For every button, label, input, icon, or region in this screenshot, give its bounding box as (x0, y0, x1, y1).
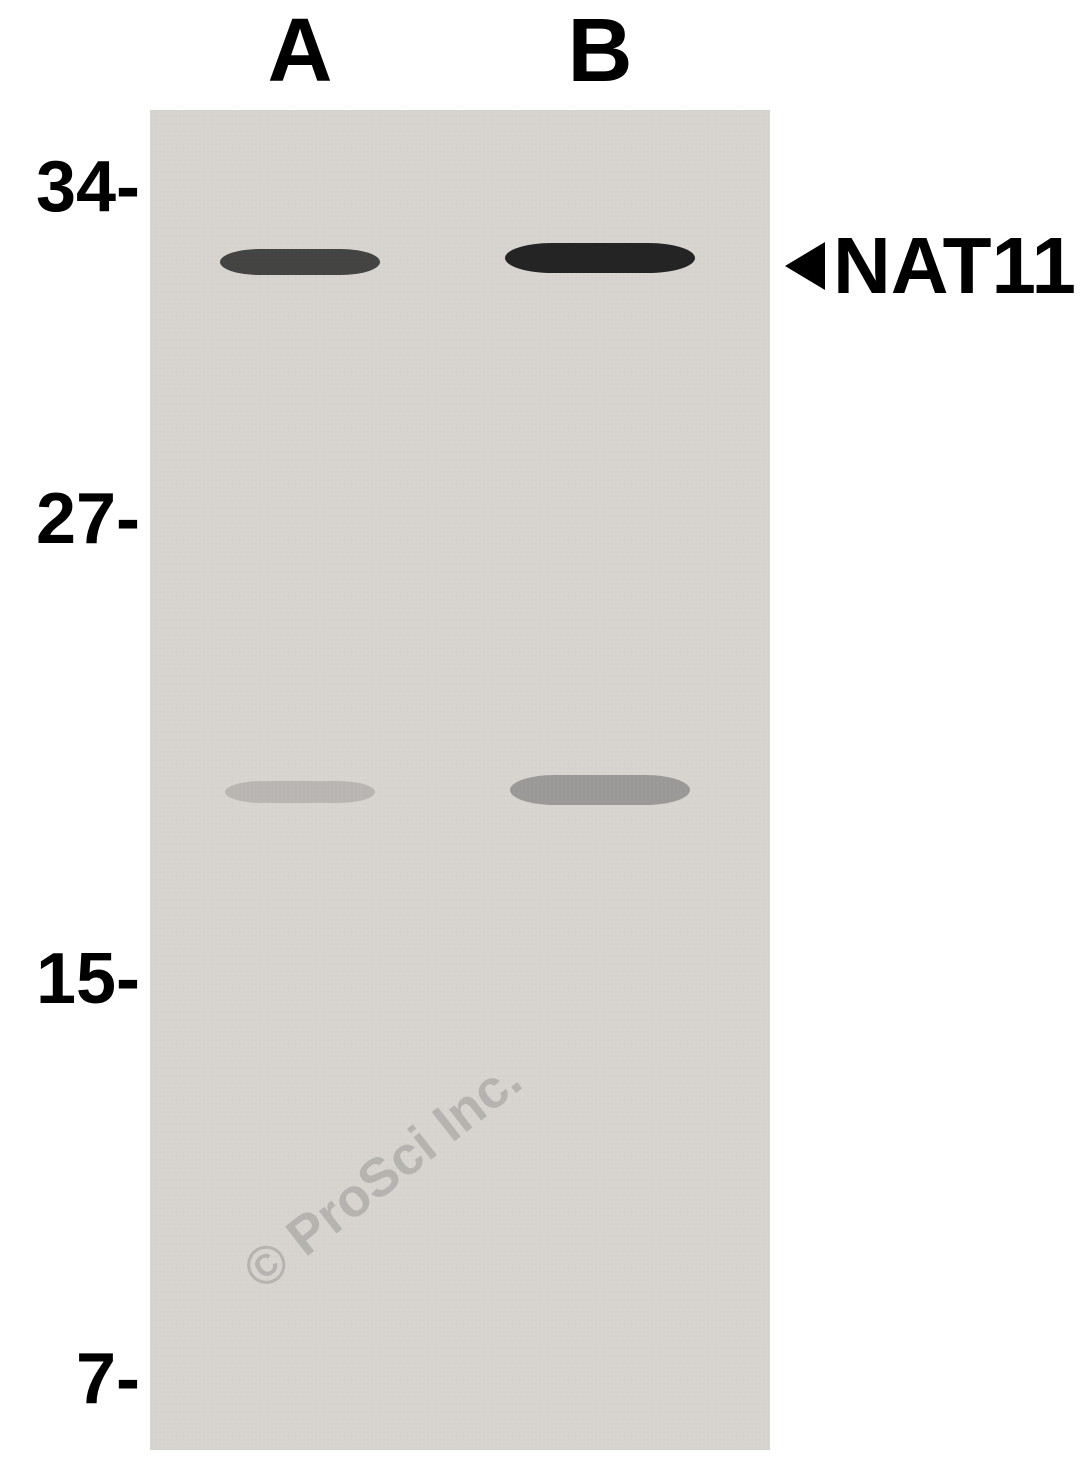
band-a-faint (225, 781, 375, 803)
band-b-main (505, 243, 695, 273)
lane-label-a: A (250, 0, 350, 103)
figure-container: A B 34- 27- 15- 7- NAT11 © ProSci Inc. (0, 0, 1080, 1468)
band-a-main (220, 249, 380, 275)
target-arrow-icon (785, 242, 825, 290)
mw-marker-7: 7- (0, 1338, 140, 1420)
mw-marker-15: 15- (0, 938, 140, 1020)
target-name: NAT11 (833, 220, 1076, 312)
mw-marker-27: 27- (0, 478, 140, 560)
mw-marker-34: 34- (0, 146, 140, 228)
band-b-faint (510, 775, 690, 805)
lane-label-b: B (550, 0, 650, 103)
target-annotation: NAT11 (785, 220, 1076, 312)
